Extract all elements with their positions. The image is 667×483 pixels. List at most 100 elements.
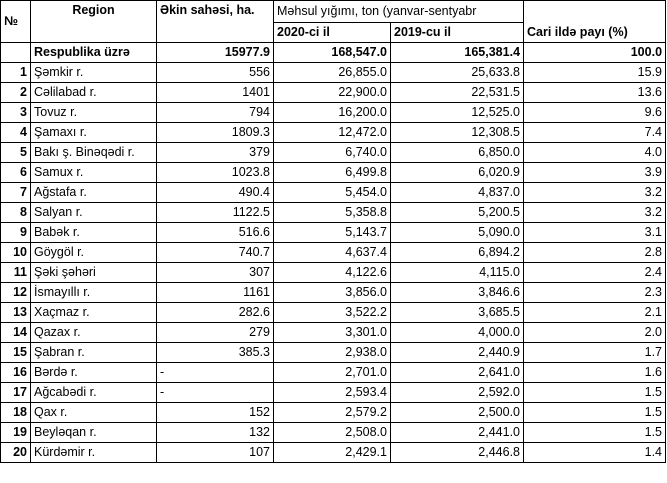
table-row: 19 Beyləqan r. 132 2,508.0 2,441.0 1.5 — [0, 422, 667, 443]
row-region-cell: Bakı ş. Binəqədi r. — [30, 142, 157, 163]
row-region-cell: Tovuz r. — [30, 102, 157, 123]
table-row: 1 Şəmkir r. 556 26,855.0 25,633.8 15.9 — [0, 62, 667, 83]
row-no-cell: 13 — [0, 302, 31, 323]
header-harvest-group: Məhsul yığımı, ton (yanvar-sentyabr — [272, 0, 525, 23]
row-area-cell: - — [156, 362, 274, 383]
total-share-cell: 100.0 — [523, 42, 667, 63]
row-area-cell: 152 — [156, 402, 274, 423]
row-area-cell: 282.6 — [156, 302, 274, 323]
table-header: № Region Əkin sahəsi, ha. Məhsul yığımı,… — [0, 0, 667, 43]
row-share-cell: 2.8 — [523, 242, 667, 263]
header-row-top: № Region Əkin sahəsi, ha. Məhsul yığımı,… — [0, 0, 667, 43]
row-no-cell: 9 — [0, 222, 31, 243]
row-region-cell: Ağcabədi r. — [30, 382, 157, 403]
table-row: 8 Salyan r. 1122.5 5,358.8 5,200.5 3.2 — [0, 202, 667, 223]
row-no-cell: 5 — [0, 142, 31, 163]
row-share-cell: 3.2 — [523, 202, 667, 223]
row-2020-cell: 12,472.0 — [273, 122, 391, 143]
row-no-cell: 17 — [0, 382, 31, 403]
row-share-cell: 3.9 — [523, 162, 667, 183]
row-2019-cell: 4,837.0 — [389, 182, 525, 203]
row-no-cell: 10 — [0, 242, 31, 263]
row-region-cell: Xaçmaz r. — [30, 302, 157, 323]
row-area-cell: 1809.3 — [156, 122, 274, 143]
row-2019-cell: 12,308.5 — [389, 122, 525, 143]
row-region-cell: Şamaxı r. — [30, 122, 157, 143]
row-area-cell: 1401 — [156, 82, 274, 103]
table-row: 16 Bərdə r. -2,701.0 2,641.0 1.6 — [0, 362, 667, 383]
table-row: 11 Şəki şəhəri 307 4,122.6 4,115.0 2.4 — [0, 262, 667, 283]
row-no-cell: 2 — [0, 82, 31, 103]
table-row: 10 Göygöl r. 740.7 4,637.4 6,894.2 2.8 — [0, 242, 667, 263]
row-no-cell: 6 — [0, 162, 31, 183]
row-2020-cell: 6,499.8 — [273, 162, 391, 183]
table-row: 6 Samux r. 1023.8 6,499.8 6,020.9 3.9 — [0, 162, 667, 183]
row-area-cell: 379 — [156, 142, 274, 163]
row-region-cell: Göygöl r. — [30, 242, 157, 263]
row-2020-cell: 2,701.0 — [273, 362, 391, 383]
row-no-cell: 12 — [0, 282, 31, 303]
row-2020-cell: 5,358.8 — [273, 202, 391, 223]
table-row: 3 Tovuz r. 794 16,200.0 12,525.0 9.6 — [0, 102, 667, 123]
row-2019-cell: 3,846.6 — [389, 282, 525, 303]
row-share-cell: 15.9 — [523, 62, 667, 83]
header-year-2020: 2020-ci il — [273, 22, 391, 43]
row-2019-cell: 2,641.0 — [389, 362, 525, 383]
row-region-cell: Bərdə r. — [30, 362, 157, 383]
table-row: 15 Şabran r. 385.3 2,938.0 2,440.9 1.7 — [0, 342, 667, 363]
table-row: 12 İsmayıllı r. 1161 3,856.0 3,846.6 2.3 — [0, 282, 667, 303]
row-2020-cell: 3,522.2 — [273, 302, 391, 323]
row-share-cell: 3.2 — [523, 182, 667, 203]
row-no-cell: 15 — [0, 342, 31, 363]
row-2019-cell: 2,500.0 — [389, 402, 525, 423]
row-area-cell: 385.3 — [156, 342, 274, 363]
total-area-cell: 15977.9 — [156, 42, 274, 63]
row-2019-cell: 6,850.0 — [389, 142, 525, 163]
table-row: 4 Şamaxı r. 1809.3 12,472.0 12,308.5 7.4 — [0, 122, 667, 143]
table-row: 9 Babək r. 516.6 5,143.7 5,090.0 3.1 — [0, 222, 667, 243]
row-region-cell: Ağstafa r. — [30, 182, 157, 203]
row-2019-cell: 4,115.0 — [389, 262, 525, 283]
row-area-cell: 740.7 — [156, 242, 274, 263]
row-region-cell: Samux r. — [30, 162, 157, 183]
row-2020-cell: 4,122.6 — [273, 262, 391, 283]
row-region-cell: Cəlilabad r. — [30, 82, 157, 103]
row-area-cell: 516.6 — [156, 222, 274, 243]
row-region-cell: İsmayıllı r. — [30, 282, 157, 303]
row-no-cell: 20 — [0, 442, 31, 463]
row-2020-cell: 22,900.0 — [273, 82, 391, 103]
row-no-cell: 14 — [0, 322, 31, 343]
row-share-cell: 1.5 — [523, 382, 667, 403]
row-2019-cell: 2,446.8 — [389, 442, 525, 463]
header-no: № — [0, 0, 31, 43]
row-no-cell: 7 — [0, 182, 31, 203]
row-region-cell: Babək r. — [30, 222, 157, 243]
table-row: 7 Ağstafa r. 490.4 5,454.0 4,837.0 3.2 — [0, 182, 667, 203]
row-2019-cell: 2,592.0 — [389, 382, 525, 403]
table-row: 17 Ağcabədi r. -2,593.4 2,592.0 1.5 — [0, 382, 667, 403]
row-2019-cell: 5,090.0 — [389, 222, 525, 243]
row-share-cell: 7.4 — [523, 122, 667, 143]
table-row: 2 Cəlilabad r. 1401 22,900.0 22,531.5 13.6 — [0, 82, 667, 103]
row-2019-cell: 6,020.9 — [389, 162, 525, 183]
row-2019-cell: 3,685.5 — [389, 302, 525, 323]
row-2020-cell: 16,200.0 — [273, 102, 391, 123]
row-no-cell: 19 — [0, 422, 31, 443]
row-region-cell: Beyləqan r. — [30, 422, 157, 443]
row-area-cell: 1023.8 — [156, 162, 274, 183]
row-2019-cell: 6,894.2 — [389, 242, 525, 263]
row-2019-cell: 25,633.8 — [389, 62, 525, 83]
header-year-2019: 2019-cu il — [389, 22, 525, 43]
row-2019-cell: 2,441.0 — [389, 422, 525, 443]
row-share-cell: 1.4 — [523, 442, 667, 463]
row-share-cell: 3.1 — [523, 222, 667, 243]
row-region-cell: Şəmkir r. — [30, 62, 157, 83]
row-share-cell: 2.0 — [523, 322, 667, 343]
row-no-cell: 8 — [0, 202, 31, 223]
row-share-cell: 1.7 — [523, 342, 667, 363]
row-no-cell: 11 — [0, 262, 31, 283]
row-no-cell: 1 — [0, 62, 31, 83]
row-region-cell: Şəki şəhəri — [30, 262, 157, 283]
table-row: 5 Bakı ş. Binəqədi r. 379 6,740.0 6,850.0 4.0 — [0, 142, 667, 163]
row-2019-cell: 5,200.5 — [389, 202, 525, 223]
